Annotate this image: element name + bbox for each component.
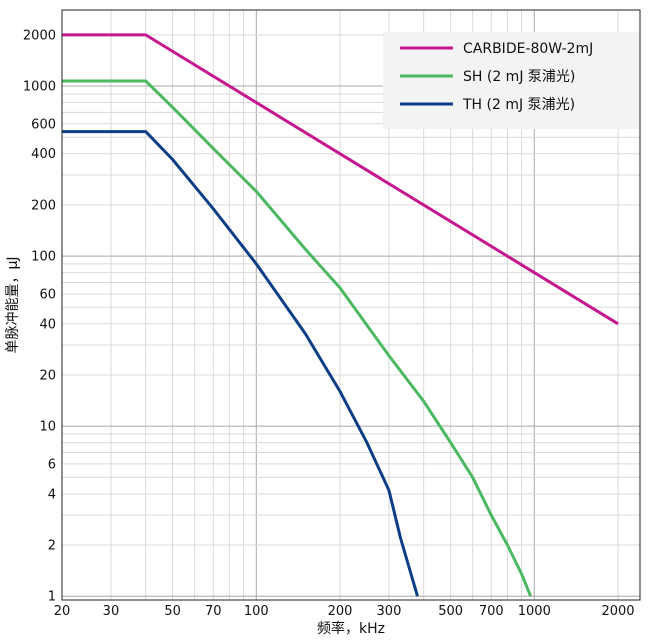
y-tick-label: 10 [39, 420, 56, 435]
y-tick-label: 60 [39, 287, 56, 302]
y-tick-label: 6 [48, 457, 56, 472]
y-tick-label: 40 [39, 317, 56, 332]
legend-label: CARBIDE-80W-2mJ [463, 41, 593, 57]
tick-labels: 20 30 50 70 100 200 300 500 700 1000 2000 1 2 4 6 10 20 4… [23, 28, 635, 619]
y-tick-label: 1 [48, 590, 56, 605]
x-tick-label: 2000 [601, 604, 634, 619]
legend-label: TH (2 mJ 泵浦光) [462, 97, 575, 113]
plot-frame [61, 9, 641, 601]
y-tick-label: 400 [31, 147, 56, 162]
x-tick-label: 100 [244, 604, 269, 619]
x-tick-label: 50 [164, 604, 181, 619]
x-tick-label: 300 [377, 604, 402, 619]
series-line [62, 130, 419, 597]
x-tick-label: 700 [479, 604, 504, 619]
series-lines [62, 33, 619, 597]
x-tick-label: 200 [328, 604, 353, 619]
legend-label: SH (2 mJ 泵浦光) [463, 69, 575, 85]
x-axis-title: 频率，kHz [317, 620, 385, 637]
y-tick-label: 200 [31, 198, 56, 213]
x-tick-label: 1000 [518, 604, 551, 619]
y-tick-label: 100 [31, 250, 56, 265]
y-axis-title: 单脉冲能量，μJ [5, 256, 21, 353]
x-tick-label: 500 [438, 604, 463, 619]
y-tick-label: 20 [39, 368, 56, 383]
y-tick-label: 2 [48, 539, 56, 554]
series-line [62, 33, 619, 326]
y-tick-label: 1000 [23, 80, 56, 95]
x-tick-label: 30 [103, 604, 120, 619]
y-tick-label: 2000 [23, 28, 56, 43]
y-tick-label: 600 [31, 117, 56, 132]
legend: CARBIDE-80W-2mJ SH (2 mJ 泵浦光) TH (2 mJ 泵浦光… [383, 32, 640, 129]
y-tick-label: 4 [48, 487, 56, 502]
x-tick-label: 70 [205, 604, 222, 619]
x-tick-label: 20 [54, 604, 71, 619]
series-line [62, 79, 532, 597]
